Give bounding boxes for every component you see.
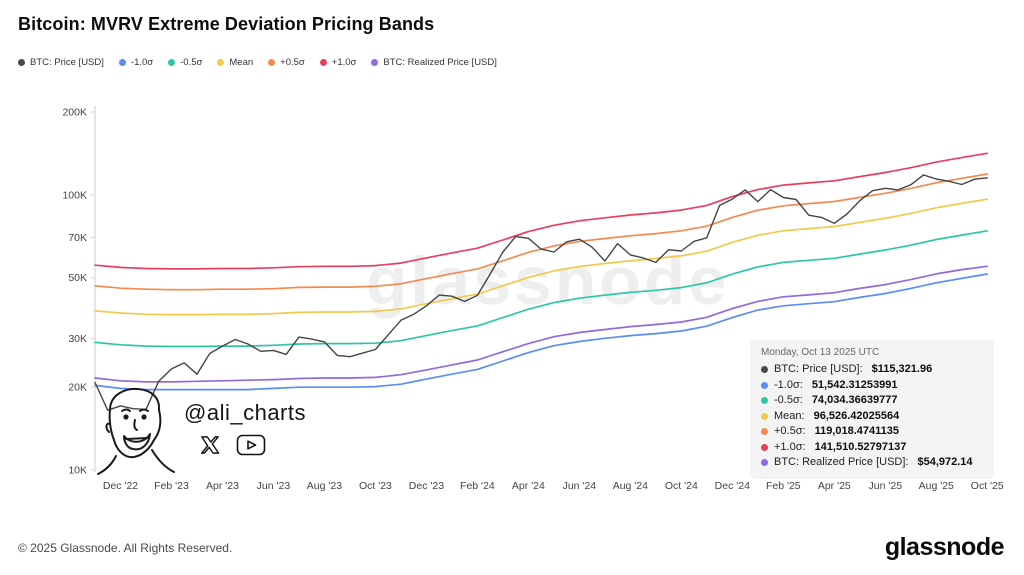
x-tick-label: Dec '23 bbox=[409, 480, 444, 492]
legend-dot bbox=[319, 59, 327, 66]
legend-dot bbox=[268, 59, 276, 66]
legend-item-plus-1-sigma[interactable]: +1.0σ bbox=[319, 57, 357, 68]
x-tick-label: Jun '23 bbox=[257, 480, 291, 492]
glassnode-logo: glassnode bbox=[884, 533, 1005, 561]
legend-dot bbox=[168, 59, 176, 66]
legend-label: +0.5σ bbox=[280, 57, 305, 68]
series-dot bbox=[761, 397, 768, 405]
series-minus-1-sigma bbox=[94, 273, 989, 391]
series-mean bbox=[94, 198, 989, 316]
x-tick-label: Oct '25 bbox=[971, 480, 1004, 492]
x-tick-label: Feb '23 bbox=[154, 480, 189, 492]
legend-item-minus-1-sigma[interactable]: -1.0σ bbox=[118, 57, 154, 68]
series-dot bbox=[761, 459, 768, 467]
x-tick-label: Apr '23 bbox=[206, 480, 239, 492]
x-tick-label: Jun '25 bbox=[869, 480, 903, 492]
series-dot bbox=[761, 412, 768, 420]
tooltip-row-mean: Mean: 96,526.42025564 bbox=[761, 409, 983, 425]
x-tick-label: Apr '24 bbox=[512, 480, 545, 492]
x-tick-label: Oct '23 bbox=[359, 480, 392, 492]
series-dot bbox=[761, 428, 768, 436]
tooltip-value: 74,034.36639777 bbox=[811, 394, 898, 406]
series-dot bbox=[761, 366, 768, 374]
x-twitter-icon bbox=[200, 436, 220, 454]
legend: BTC: Price [USD] -1.0σ -0.5σ Mean +0.5σ … bbox=[18, 57, 497, 68]
page-title: Bitcoin: MVRV Extreme Deviation Pricing … bbox=[18, 14, 435, 34]
tooltip-row-minus-1-sigma: -1.0σ: 51,542.31253991 bbox=[761, 378, 983, 394]
x-tick-label: Feb '24 bbox=[460, 480, 495, 492]
series-dot bbox=[761, 443, 768, 451]
legend-label: +1.0σ bbox=[331, 57, 357, 68]
legend-dot bbox=[118, 59, 126, 66]
tooltip-row-realized-price: BTC: Realized Price [USD]: $54,972.14 bbox=[761, 455, 983, 471]
tooltip-row-btc-price: BTC: Price [USD]: $115,321.96 bbox=[761, 362, 983, 378]
x-tick-label: Oct '24 bbox=[665, 480, 698, 492]
y-tick-label: 20K bbox=[68, 382, 87, 394]
legend-label: -1.0σ bbox=[130, 57, 154, 68]
legend-label: -0.5σ bbox=[180, 57, 203, 68]
legend-item-realized-price[interactable]: BTC: Realized Price [USD] bbox=[371, 57, 497, 68]
legend-item-plus-05-sigma[interactable]: +0.5σ bbox=[268, 57, 305, 68]
x-tick-label: Aug '23 bbox=[307, 480, 342, 492]
x-tick-label: Aug '25 bbox=[919, 480, 954, 492]
legend-dot bbox=[217, 59, 225, 66]
youtube-icon bbox=[236, 434, 266, 456]
legend-item-minus-05-sigma[interactable]: -0.5σ bbox=[168, 57, 202, 68]
tooltip-label: +1.0σ: bbox=[774, 440, 806, 453]
legend-label: Mean bbox=[229, 57, 254, 68]
y-tick-label: 100K bbox=[62, 189, 87, 201]
series-plus-1-sigma bbox=[94, 152, 989, 270]
tooltip-label: BTC: Price [USD]: bbox=[774, 363, 863, 375]
legend-item-mean[interactable]: Mean bbox=[217, 57, 253, 68]
tooltip-label: -1.0σ: bbox=[774, 378, 803, 391]
x-tick-label: Dec '24 bbox=[715, 480, 750, 492]
tooltip-label: +0.5σ: bbox=[774, 425, 806, 437]
y-tick-label: 10K bbox=[68, 465, 87, 477]
legend-label: BTC: Price [USD] bbox=[30, 57, 104, 68]
tooltip-label: Mean: bbox=[774, 409, 805, 422]
x-tick-label: Jun '24 bbox=[563, 480, 597, 492]
y-tick-label: 70K bbox=[68, 232, 87, 244]
tooltip-value: 141,510.52797137 bbox=[814, 440, 907, 453]
series-realized-price bbox=[94, 265, 989, 383]
tooltip-date: Monday, Oct 13 2025 UTC bbox=[761, 347, 880, 358]
tooltip-label: BTC: Realized Price [USD]: bbox=[774, 456, 909, 468]
tooltip-row-minus-05-sigma: -0.5σ: 74,034.36639777 bbox=[761, 393, 983, 409]
series-minus-05-sigma bbox=[94, 229, 989, 348]
tooltip-row-plus-05-sigma: +0.5σ: 119,018.4741135 bbox=[761, 424, 983, 440]
tooltip-value: 51,542.31253991 bbox=[811, 378, 898, 391]
x-tick-label: Aug '24 bbox=[613, 480, 648, 492]
x-tick-label: Feb '25 bbox=[766, 480, 801, 492]
y-tick-label: 50K bbox=[68, 272, 87, 284]
legend-item-btc-price[interactable]: BTC: Price [USD] bbox=[18, 57, 104, 68]
artist-handle: @ali_charts bbox=[184, 400, 306, 425]
legend-dot bbox=[371, 59, 379, 66]
x-tick-label: Dec '22 bbox=[103, 480, 138, 492]
tooltip-row-plus-1-sigma: +1.0σ: 141,510.52797137 bbox=[761, 440, 983, 456]
chart-tooltip: Monday, Oct 13 2025 UTC BTC: Price [USD]… bbox=[750, 340, 994, 479]
tooltip-value: $115,321.96 bbox=[871, 363, 933, 375]
legend-dot bbox=[18, 59, 25, 66]
tooltip-value: 96,526.42025564 bbox=[813, 409, 900, 422]
legend-label: BTC: Realized Price [USD] bbox=[383, 57, 497, 68]
artist-face-sketch bbox=[97, 387, 175, 475]
series-dot bbox=[761, 381, 768, 389]
tooltip-value: 119,018.4741135 bbox=[814, 425, 899, 437]
y-tick-label: 30K bbox=[68, 333, 87, 345]
tooltip-value: $54,972.14 bbox=[917, 456, 973, 468]
x-tick-label: Apr '25 bbox=[818, 480, 851, 492]
series-btc-price bbox=[94, 174, 988, 411]
y-tick-label: 200K bbox=[62, 107, 87, 119]
price-bands-chart[interactable]: 200K 100K 70K 50K 30K 20K 10K Dec '22 Feb '23 Apr… bbox=[0, 100, 1024, 500]
footer-copyright: © 2025 Glassnode. All Rights Reserved. bbox=[18, 541, 233, 555]
series-plus-05-sigma bbox=[94, 173, 989, 291]
tooltip-label: -0.5σ: bbox=[774, 394, 803, 406]
